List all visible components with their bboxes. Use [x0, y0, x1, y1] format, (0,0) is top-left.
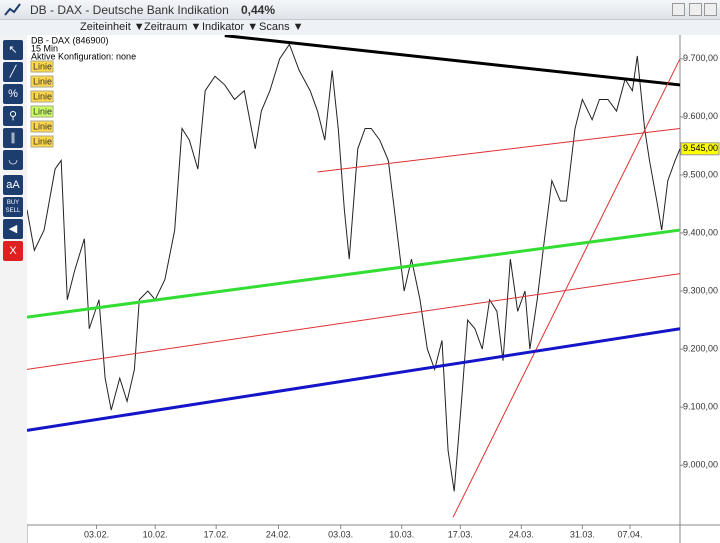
x-tick-label: 24.03. [509, 529, 534, 539]
interval-label: 15 Min [31, 43, 58, 53]
trend-line-tag[interactable] [30, 90, 54, 103]
x-tick-label: 03.03. [328, 529, 353, 539]
buy-label: BUY [6, 200, 20, 206]
restore-button[interactable] [689, 3, 702, 16]
trend-line-label: Linie [33, 76, 52, 86]
pointer-tool[interactable]: ↖ [3, 40, 23, 60]
x-tick-label: 10.02. [143, 529, 168, 539]
y-tick-label: 9.300,00 [683, 285, 718, 295]
channel-tool[interactable]: ∥ [3, 128, 23, 148]
y-tick-label: 9.500,00 [683, 169, 718, 179]
x-tick-label: 17.03. [448, 529, 473, 539]
chart: DB - DAX (846900) 15 Min Aktive Konfigur… [27, 35, 720, 543]
sell-label: SELL [5, 208, 21, 214]
x-tick-label: 17.02. [204, 529, 229, 539]
trend-line [224, 35, 681, 87]
trend-line-label: Linie [33, 136, 52, 146]
zoom-tool[interactable]: ⚲ [3, 106, 23, 126]
alarm-tool[interactable]: ◀ [3, 219, 23, 239]
window-title: DB - DAX - Deutsche Bank Indikation [30, 3, 229, 17]
price-line [27, 43, 681, 492]
trend-line-label: Linie [33, 91, 52, 101]
menu-item[interactable]: Zeiteinheit ▼ [80, 21, 145, 33]
y-tick-label: 9.600,00 [683, 111, 718, 121]
tool-bar: ↖ ╱ % ⚲ ∥ ◡ aA BUY SELL ◀ X [0, 35, 28, 543]
config-label: Aktive Konfiguration: none [31, 51, 136, 61]
y-tick-label: 9.700,00 [683, 53, 718, 63]
trend-line [27, 273, 681, 370]
x-tick-label: 24.02. [266, 529, 291, 539]
trend-line-tag[interactable] [30, 105, 54, 118]
title-bar: DB - DAX - Deutsche Bank Indikation 0,44… [0, 0, 720, 20]
trend-line-label: Linie [33, 61, 52, 71]
percent-tool[interactable]: % [3, 84, 23, 104]
last-price-box [680, 142, 720, 156]
menu-item[interactable]: Zeitraum ▼ [144, 21, 202, 33]
trend-line-tag[interactable] [30, 120, 54, 133]
text-tool[interactable]: aA [3, 175, 23, 195]
trend-line-tag[interactable] [30, 135, 54, 148]
menu-bar: Zeiteinheit ▼ Zeitraum ▼ Indikator ▼ Sca… [0, 20, 720, 35]
buy-sell-tool[interactable]: BUY SELL [3, 197, 23, 217]
trend-line [452, 58, 681, 518]
trend-line [317, 127, 681, 173]
menu-item[interactable]: Scans ▼ [259, 21, 304, 33]
trend-line-label: Linie [33, 121, 52, 131]
arc-tool[interactable]: ◡ [3, 150, 23, 170]
plot-area [27, 35, 680, 525]
instrument-label: DB - DAX (846900) [31, 35, 109, 45]
menu-item[interactable]: Indikator ▼ [202, 21, 259, 33]
pin-button[interactable] [672, 3, 685, 16]
y-tick-label: 9.400,00 [683, 227, 718, 237]
y-tick-label: 9.100,00 [683, 402, 718, 412]
x-tick-label: 07.04. [617, 529, 642, 539]
y-tick-label: 9.200,00 [683, 343, 718, 353]
trend-line [27, 228, 681, 319]
trend-line-tag[interactable] [30, 60, 54, 73]
line-tool[interactable]: ╱ [3, 62, 23, 82]
trend-line-tag[interactable] [30, 75, 54, 88]
trend-line [27, 327, 681, 432]
trend-line-label: Linie [33, 106, 52, 116]
y-tick-label: 9.000,00 [683, 460, 718, 470]
x-tick-label: 31.03. [570, 529, 595, 539]
close-button[interactable] [704, 3, 717, 16]
change-percent: 0,44% [241, 3, 276, 17]
x-tick-label: 10.03. [389, 529, 414, 539]
last-price-label: 9.545,00 [683, 143, 718, 153]
x-tick-label: 03.02. [84, 529, 109, 539]
delete-tool[interactable]: X [3, 241, 23, 261]
app-icon [4, 3, 21, 16]
